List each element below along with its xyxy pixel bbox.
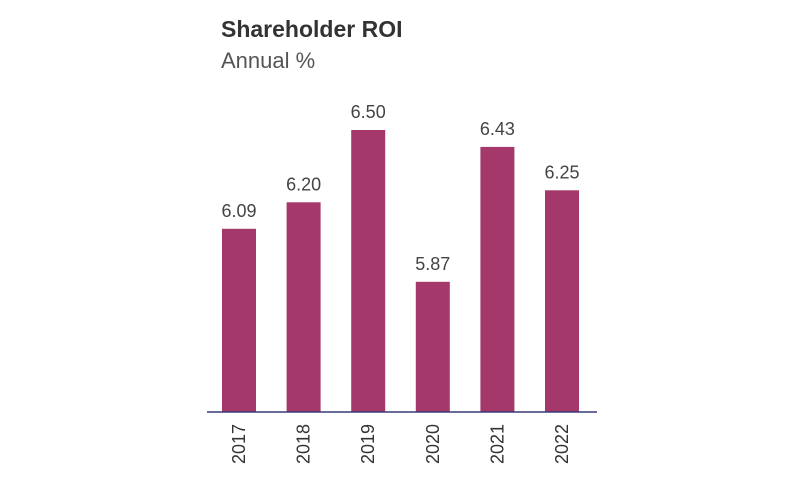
bar-2020 — [415, 281, 450, 412]
x-tick-labels-group: 2017 2018 2019 2020 2021 2022 — [229, 424, 572, 464]
value-label-2018: 6.20 — [286, 174, 321, 194]
x-tick-label-2018: 2018 — [294, 424, 314, 464]
x-tick-label-2019: 2019 — [358, 424, 378, 464]
bar-2019 — [351, 130, 386, 412]
value-label-2020: 5.87 — [415, 254, 450, 274]
value-labels-group: 6.09 6.20 6.50 5.87 6.43 6.25 — [221, 102, 579, 274]
bar-2022 — [545, 190, 579, 412]
value-label-2022: 6.25 — [544, 162, 579, 182]
chart-title: Shareholder ROI — [221, 16, 403, 42]
bar-2017 — [222, 228, 256, 412]
x-tick-label-2022: 2022 — [552, 424, 572, 464]
x-tick-label-2021: 2021 — [487, 424, 507, 464]
value-label-2017: 6.09 — [221, 201, 256, 221]
chart-subtitle: Annual % — [221, 48, 316, 73]
value-label-2019: 6.50 — [351, 102, 386, 122]
bars-group — [222, 130, 579, 412]
bar-2018 — [286, 202, 321, 412]
x-tick-label-2017: 2017 — [229, 424, 249, 464]
bar-2021 — [480, 146, 515, 412]
x-tick-label-2020: 2020 — [423, 424, 443, 464]
value-label-2021: 6.43 — [480, 119, 515, 139]
